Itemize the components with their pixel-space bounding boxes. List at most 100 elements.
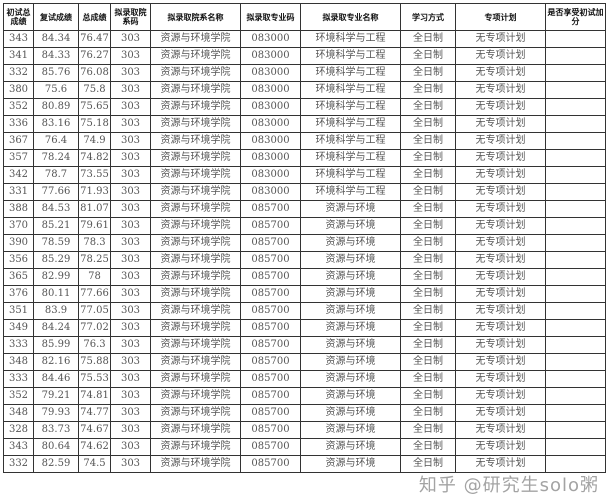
table-row: 376 80.11 77.66 303 资源与环境学院 085700 资源与环境 全日制 无专项…: [3, 285, 606, 303]
cell-dept-name: 资源与环境学院: [150, 217, 241, 235]
cell-study-mode: 全日制: [400, 421, 456, 439]
cell-bonus: [545, 353, 606, 371]
header-dept-code: 拟录取院系码: [110, 3, 151, 31]
cell-major-name: 资源与环境: [300, 421, 401, 439]
cell-total-score: 77.05: [78, 302, 111, 320]
cell-dept-code: 303: [110, 421, 151, 439]
table-row: 333 84.46 75.53 303 资源与环境学院 085700 资源与环境 全日制 无专项…: [3, 370, 606, 388]
cell-total-score: 75.53: [78, 370, 111, 388]
cell-dept-name: 资源与环境学院: [150, 234, 241, 252]
cell-dept-name: 资源与环境学院: [150, 200, 241, 218]
cell-total-score: 77.02: [78, 319, 111, 337]
cell-major-code: 083000: [240, 166, 301, 184]
cell-initial-score: 352: [3, 387, 34, 405]
cell-special-plan: 无专项计划: [455, 200, 546, 218]
header-initial-score: 初试总成绩: [3, 3, 34, 31]
cell-major-name: 资源与环境: [300, 200, 401, 218]
cell-bonus: [545, 404, 606, 422]
cell-total-score: 75.8: [78, 81, 111, 99]
cell-dept-name: 资源与环境学院: [150, 30, 241, 48]
cell-retest-score: 77.66: [33, 183, 79, 201]
cell-dept-name: 资源与环境学院: [150, 149, 241, 167]
cell-special-plan: 无专项计划: [455, 115, 546, 133]
cell-study-mode: 全日制: [400, 387, 456, 405]
cell-initial-score: 390: [3, 234, 34, 252]
cell-major-name: 环境科学与工程: [300, 183, 401, 201]
table-row: 349 84.24 77.02 303 资源与环境学院 085700 资源与环境 全日制 无专项…: [3, 319, 606, 337]
cell-major-name: 环境科学与工程: [300, 30, 401, 48]
table-row: 352 80.89 75.65 303 资源与环境学院 083000 环境科学与工程 全日制无…: [3, 98, 606, 116]
cell-special-plan: 无专项计划: [455, 370, 546, 388]
header-retest-score: 复试成绩: [33, 3, 79, 31]
cell-special-plan: 无专项计划: [455, 285, 546, 303]
cell-total-score: 71.93: [78, 183, 111, 201]
table-row: 336 83.16 75.18 303 资源与环境学院 083000 环境科学与工程 全日制无…: [3, 115, 606, 133]
cell-dept-code: 303: [110, 251, 151, 269]
table-row: 380 75.6 75.8 303 资源与环境学院 083000 环境科学与工程 全日制 无专项…: [3, 81, 606, 99]
cell-total-score: 74.5: [78, 455, 111, 473]
cell-retest-score: 85.21: [33, 217, 79, 235]
cell-study-mode: 全日制: [400, 183, 456, 201]
cell-bonus: [545, 421, 606, 439]
cell-initial-score: 331: [3, 183, 34, 201]
cell-major-code: 085700: [240, 455, 301, 473]
cell-dept-name: 资源与环境学院: [150, 166, 241, 184]
cell-total-score: 75.65: [78, 98, 111, 116]
table-row: 356 85.29 78.25 303 资源与环境学院 085700 资源与环境 全日制 无专项…: [3, 251, 606, 269]
cell-dept-code: 303: [110, 132, 151, 150]
header-special-plan: 专项计划: [455, 3, 546, 31]
cell-dept-name: 资源与环境学院: [150, 47, 241, 65]
cell-special-plan: 无专项计划: [455, 183, 546, 201]
cell-major-code: 083000: [240, 81, 301, 99]
cell-initial-score: 336: [3, 115, 34, 133]
cell-initial-score: 351: [3, 302, 34, 320]
cell-total-score: 78.3: [78, 234, 111, 252]
cell-retest-score: 80.89: [33, 98, 79, 116]
cell-major-name: 资源与环境: [300, 302, 401, 320]
cell-major-name: 环境科学与工程: [300, 47, 401, 65]
cell-dept-name: 资源与环境学院: [150, 115, 241, 133]
cell-special-plan: 无专项计划: [455, 319, 546, 337]
cell-dept-name: 资源与环境学院: [150, 336, 241, 354]
cell-retest-score: 80.11: [33, 285, 79, 303]
cell-study-mode: 全日制: [400, 30, 456, 48]
cell-dept-name: 资源与环境学院: [150, 421, 241, 439]
cell-dept-name: 资源与环境学院: [150, 98, 241, 116]
cell-major-code: 085700: [240, 234, 301, 252]
cell-retest-score: 79.93: [33, 404, 79, 422]
cell-total-score: 74.77: [78, 404, 111, 422]
table-row: 342 78.7 73.55 303 资源与环境学院 083000 环境科学与工程 全日制 无专…: [3, 166, 606, 184]
cell-major-name: 资源与环境: [300, 251, 401, 269]
cell-total-score: 79.61: [78, 217, 111, 235]
cell-dept-code: 303: [110, 149, 151, 167]
cell-bonus: [545, 268, 606, 286]
cell-bonus: [545, 132, 606, 150]
cell-retest-score: 84.46: [33, 370, 79, 388]
cell-bonus: [545, 98, 606, 116]
cell-study-mode: 全日制: [400, 370, 456, 388]
cell-special-plan: 无专项计划: [455, 30, 546, 48]
cell-study-mode: 全日制: [400, 353, 456, 371]
cell-dept-code: 303: [110, 319, 151, 337]
cell-special-plan: 无专项计划: [455, 387, 546, 405]
table-row: 343 80.64 74.62 303 资源与环境学院 085700 资源与环境 全日制 无专项…: [3, 438, 606, 456]
table-row: 343 84.34 76.47 303 资源与环境学院 083000 环境科学与工程 全日制无…: [3, 30, 606, 48]
cell-dept-code: 303: [110, 336, 151, 354]
cell-dept-code: 303: [110, 166, 151, 184]
cell-major-name: 资源与环境: [300, 438, 401, 456]
cell-major-code: 085700: [240, 404, 301, 422]
cell-retest-score: 84.34: [33, 30, 79, 48]
cell-major-code: 085700: [240, 421, 301, 439]
cell-retest-score: 83.9: [33, 302, 79, 320]
cell-initial-score: 365: [3, 268, 34, 286]
cell-retest-score: 80.64: [33, 438, 79, 456]
cell-bonus: [545, 30, 606, 48]
cell-study-mode: 全日制: [400, 438, 456, 456]
cell-dept-code: 303: [110, 353, 151, 371]
cell-retest-score: 82.59: [33, 455, 79, 473]
cell-special-plan: 无专项计划: [455, 217, 546, 235]
cell-major-name: 环境科学与工程: [300, 98, 401, 116]
table-row: 351 83.9 77.05 303 资源与环境学院 085700 资源与环境 全日制 无专项计…: [3, 302, 606, 320]
cell-study-mode: 全日制: [400, 81, 456, 99]
cell-dept-name: 资源与环境学院: [150, 302, 241, 320]
